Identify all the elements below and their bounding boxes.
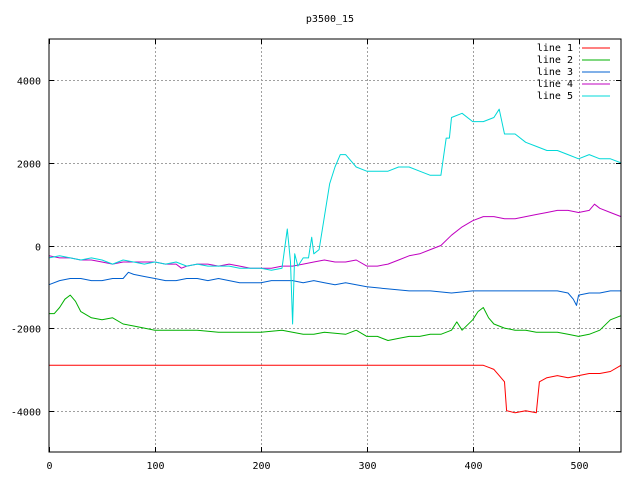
legend-label: line 4 xyxy=(537,79,573,90)
legend-label: line 2 xyxy=(537,55,573,66)
x-tick-label: 400 xyxy=(464,461,482,472)
series-line-1 xyxy=(49,364,622,414)
series-group xyxy=(48,108,622,414)
plot-frame xyxy=(48,38,622,453)
x-tick-label: 100 xyxy=(146,461,164,472)
y-tick-label: -4000 xyxy=(11,408,41,419)
legend-label: line 5 xyxy=(537,91,573,102)
x-tick-label: 200 xyxy=(252,461,270,472)
y-tick-label: 4000 xyxy=(17,77,41,88)
y-tick-label: 2000 xyxy=(17,160,41,171)
chart-title: p3500_15 xyxy=(306,14,354,25)
grid-lines xyxy=(49,39,621,452)
series-line-4 xyxy=(48,203,622,269)
x-tick-label: 300 xyxy=(358,461,376,472)
legend-label: line 1 xyxy=(537,43,573,54)
series-line-3 xyxy=(48,271,621,306)
y-tick-label: 0 xyxy=(35,243,41,254)
x-tick-label: 500 xyxy=(570,461,588,472)
series-line-5 xyxy=(48,108,622,325)
legend-label: line 3 xyxy=(537,67,573,78)
axis-ticks: 0 100 200 300 400 500 -4000 -2000 0 2000 4000 xyxy=(11,39,621,472)
x-tick-label: 0 xyxy=(46,461,52,472)
series-line-2 xyxy=(49,294,622,341)
y-tick-label: -2000 xyxy=(11,325,41,336)
